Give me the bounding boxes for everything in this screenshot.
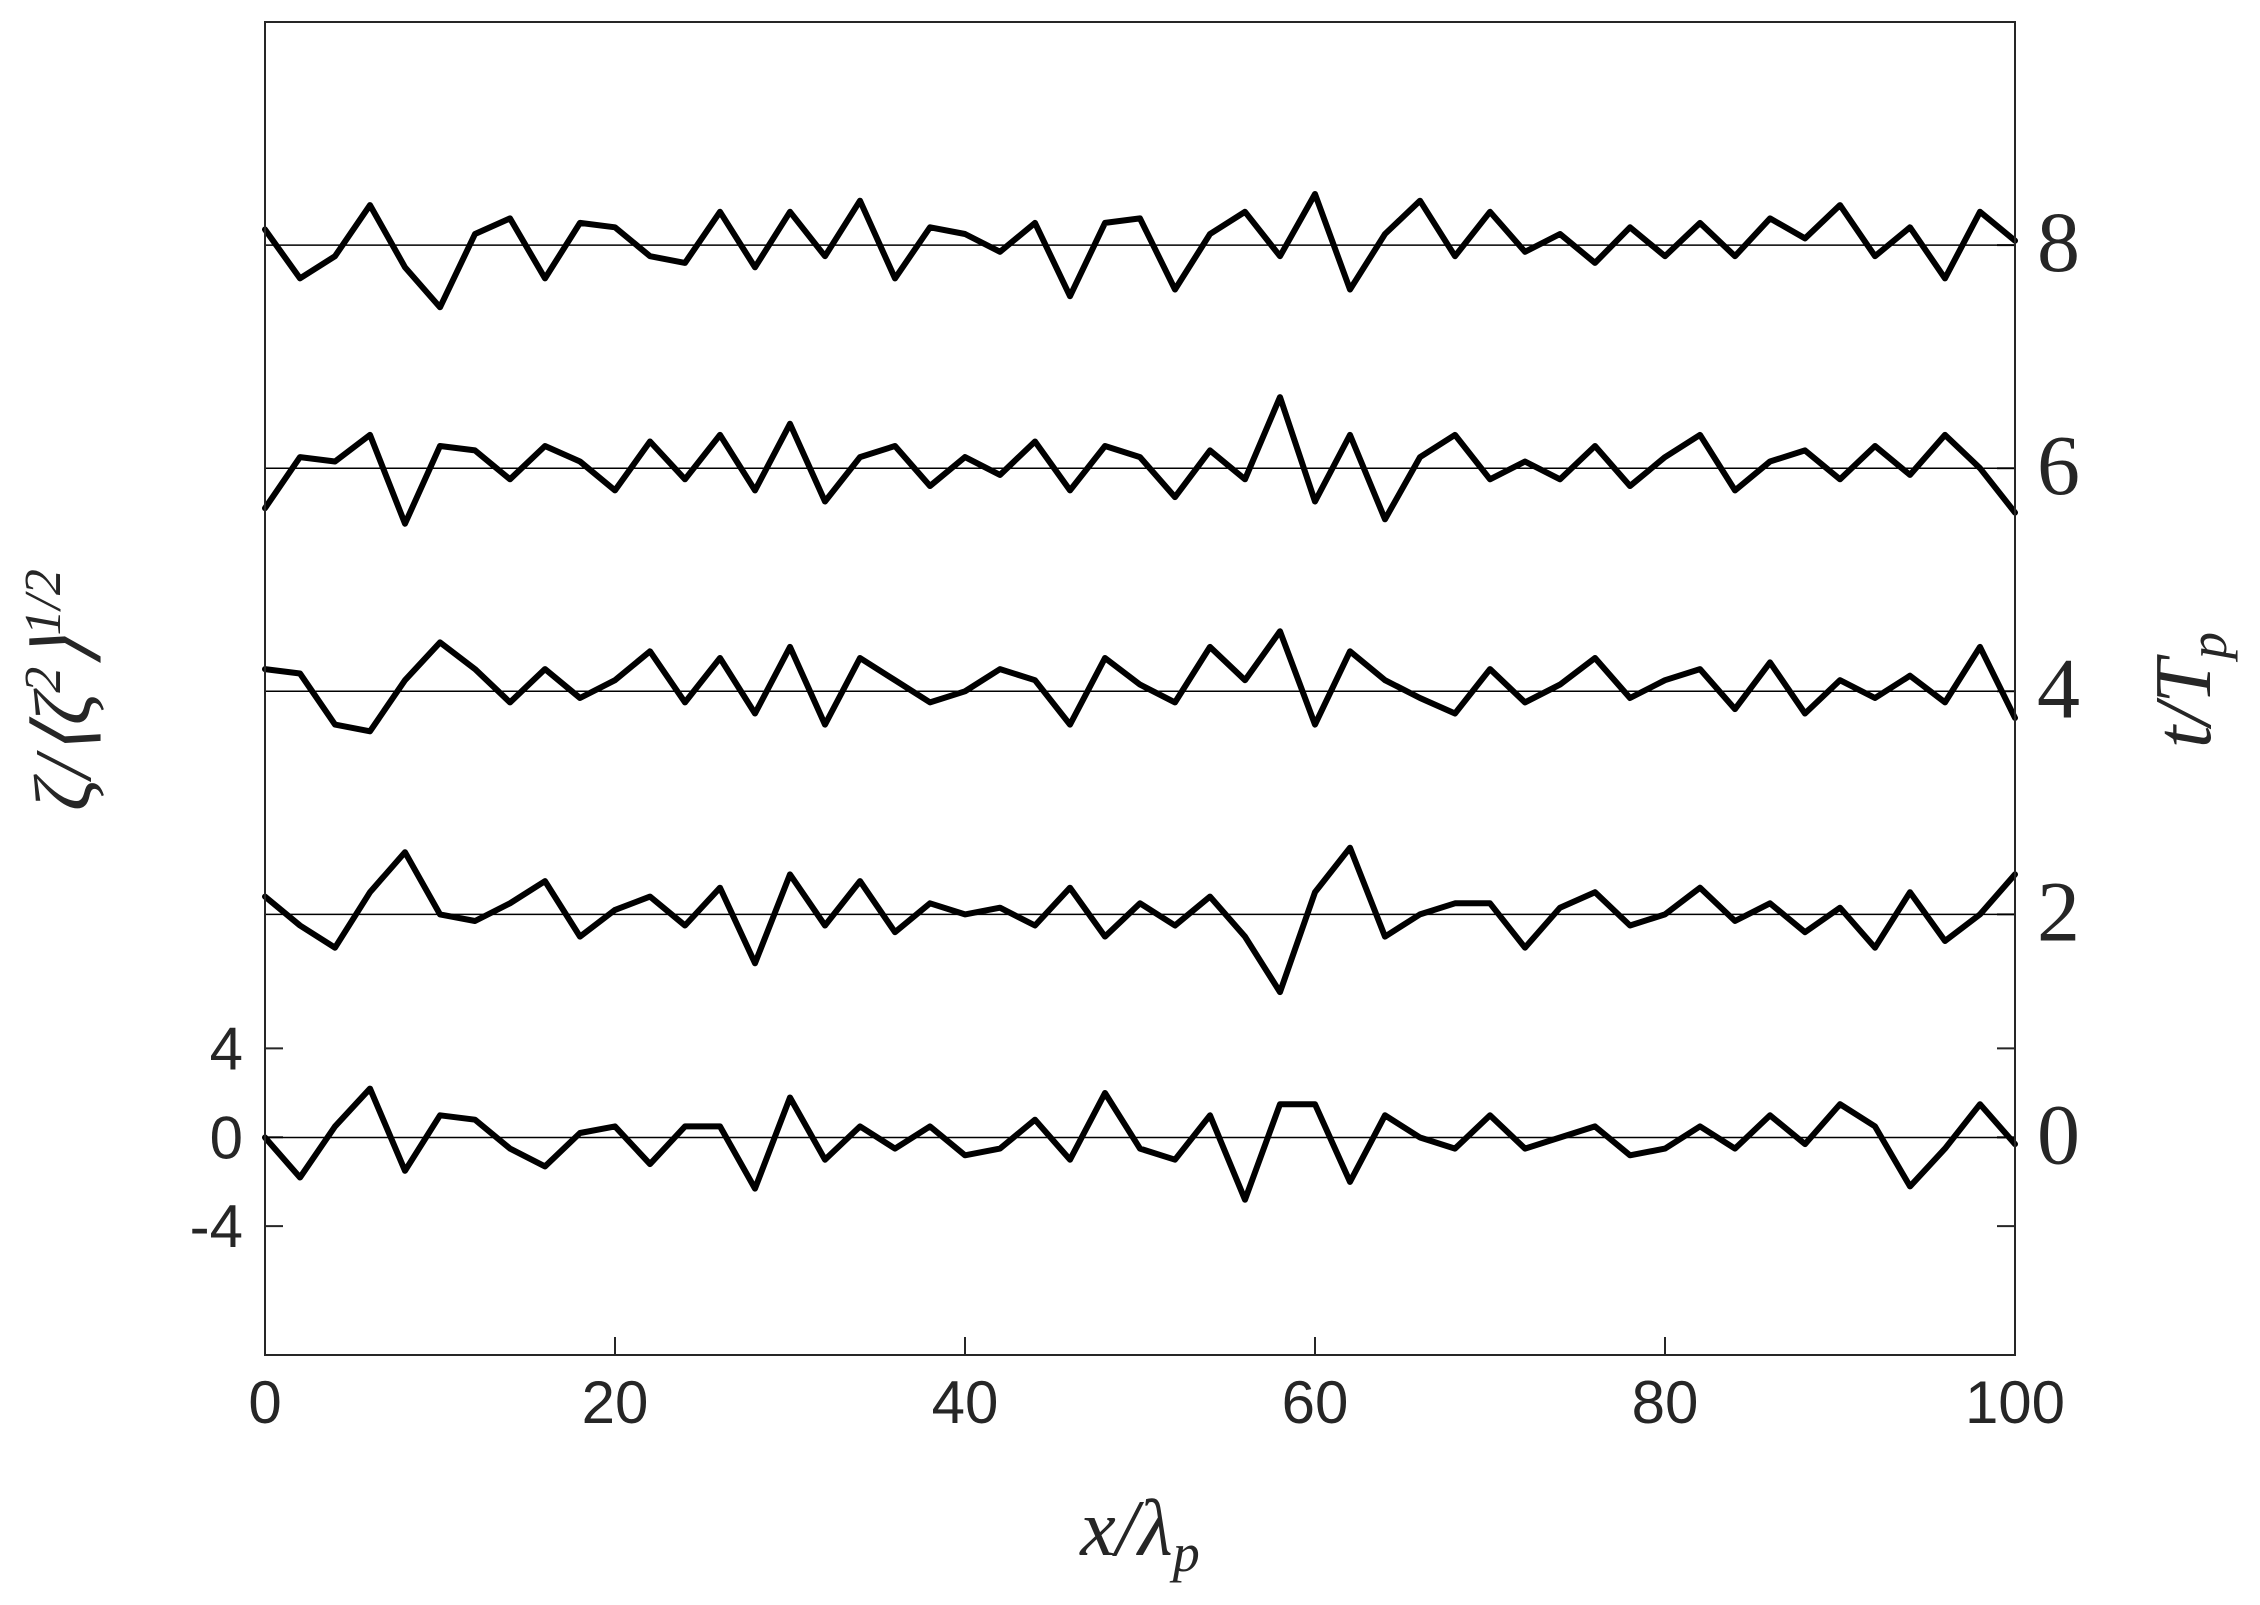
y2-axis-label: t/Tp <box>2140 632 2238 748</box>
series-line <box>262 191 2018 311</box>
x-axis-label-main: x/λ <box>1079 1485 1172 1573</box>
x-tick-label: 40 <box>932 1369 999 1436</box>
y2-tick-label: 2 <box>2037 863 2080 959</box>
plot-frame <box>264 21 2016 1356</box>
x-tick-label: 80 <box>1632 1369 1699 1436</box>
x-tick-label: 0 <box>248 1369 281 1436</box>
x-tick-label: 100 <box>1965 1369 2065 1436</box>
x-tick-label: 20 <box>582 1369 649 1436</box>
x-tick-label: 60 <box>1282 1369 1349 1436</box>
y-axis-label-main: ζ/⟨ζ <box>20 688 108 811</box>
series-line <box>262 394 2018 527</box>
y-axis-label-sup: 1/2 <box>15 569 72 635</box>
y-tick-label: 0 <box>210 1104 243 1171</box>
y-axis-label-mid: ⟩ <box>20 636 108 667</box>
x-axis-label-sub: p <box>1169 1523 1200 1583</box>
series-line <box>262 628 2018 735</box>
y-tick-label: 4 <box>210 1015 243 1082</box>
y-axis-label: ζ/⟨ζ2⟩1/2 <box>15 569 108 811</box>
y2-tick-label: 4 <box>2037 640 2080 736</box>
series-line <box>262 1085 2018 1203</box>
x-axis-label: x/λp <box>1079 1485 1199 1583</box>
y-tick-label: -4 <box>190 1193 243 1260</box>
y2-axis-label-sub: p <box>2178 632 2238 663</box>
series-line <box>262 844 2018 996</box>
y2-tick-label: 6 <box>2037 417 2080 513</box>
y2-tick-label: 8 <box>2037 194 2080 290</box>
y2-axis-label-main: t/T <box>2140 654 2228 748</box>
y2-tick-label: 0 <box>2037 1086 2080 1182</box>
y-axis-label-sup: 2 <box>15 667 72 693</box>
